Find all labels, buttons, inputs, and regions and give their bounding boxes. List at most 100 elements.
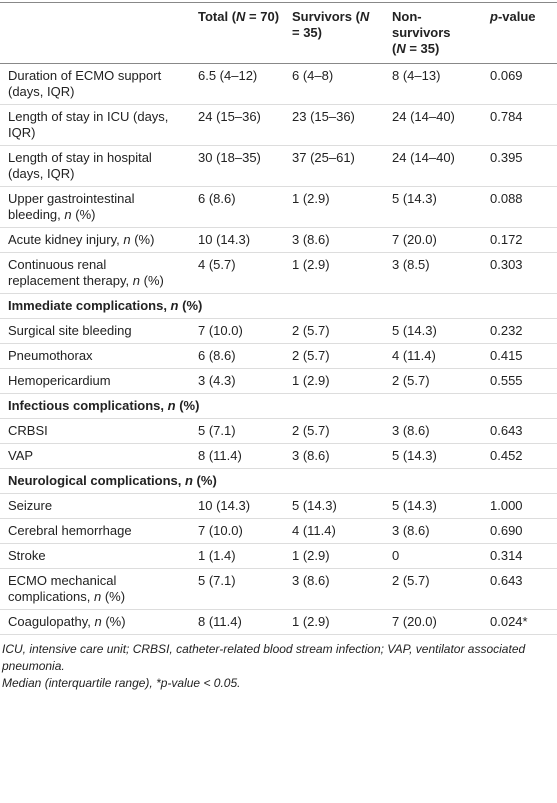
cell: 24 (14–40) [386, 145, 484, 187]
data-row: Coagulopathy, n (%) 8 (11.4) 1 (2.9) 7 (20.… [0, 609, 557, 635]
data-row: CRBSI 5 (7.1) 2 (5.7) 3 (8.6) 0.643 [0, 418, 557, 444]
header-row: Total (N = 70) Survivors (N = 35) Non-surv… [0, 2, 557, 64]
cell: 23 (15–36) [286, 104, 386, 146]
data-row: Duration of ECMO support (days, IQR) 6.5 … [0, 63, 557, 105]
cell: 1 (2.9) [286, 186, 386, 228]
data-row: Surgical site bleeding 7 (10.0) 2 (5.7) 5 (… [0, 318, 557, 344]
cell: 8 (11.4) [192, 609, 286, 635]
cell: 4 (11.4) [286, 518, 386, 544]
data-table: Total (N = 70) Survivors (N = 35) Non-surv… [0, 2, 557, 635]
section-row: Immediate complications, n (%) [0, 293, 557, 319]
data-row: Cerebral hemorrhage 7 (10.0) 4 (11.4) 3 (8.… [0, 518, 557, 544]
data-row: Seizure 10 (14.3) 5 (14.3) 5 (14.3) 1.000 [0, 493, 557, 519]
cell: 2 (5.7) [386, 568, 484, 610]
data-row: ECMO mechanical complications, n (%) 5 (7… [0, 568, 557, 610]
row-label: Hemopericardium [0, 368, 192, 394]
cell: 5 (14.3) [286, 493, 386, 519]
cell: 0.303 [484, 252, 557, 294]
cell: 0.069 [484, 63, 557, 105]
cell: 0.024* [484, 609, 557, 635]
cell: 6 (8.6) [192, 343, 286, 369]
cell: 3 (8.5) [386, 252, 484, 294]
cell: 0.555 [484, 368, 557, 394]
cell: 1.000 [484, 493, 557, 519]
cell: 6.5 (4–12) [192, 63, 286, 105]
cell: 0.395 [484, 145, 557, 187]
header-text: p-value [490, 9, 536, 24]
cell: 8 (11.4) [192, 443, 286, 469]
header-cell: p-value [484, 2, 557, 64]
cell: 10 (14.3) [192, 227, 286, 253]
data-row: VAP 8 (11.4) 3 (8.6) 5 (14.3) 0.452 [0, 443, 557, 469]
cell: 8 (4–13) [386, 63, 484, 105]
cell: 1 (2.9) [286, 543, 386, 569]
cell: 0.232 [484, 318, 557, 344]
cell: 1 (2.9) [286, 368, 386, 394]
cell: 2 (5.7) [286, 418, 386, 444]
row-label: Duration of ECMO support (days, IQR) [0, 63, 192, 105]
cell: 1 (1.4) [192, 543, 286, 569]
cell: 0 [386, 543, 484, 569]
section-label: Neurological complications, n (%) [0, 468, 557, 494]
header-text: Total (N = 70) [198, 9, 280, 24]
data-row: Pneumothorax 6 (8.6) 2 (5.7) 4 (11.4) 0.415 [0, 343, 557, 369]
header-cell: Survivors (N = 35) [286, 2, 386, 64]
cell: 4 (5.7) [192, 252, 286, 294]
row-label: VAP [0, 443, 192, 469]
cell: 30 (18–35) [192, 145, 286, 187]
cell: 6 (4–8) [286, 63, 386, 105]
row-label: Coagulopathy, n (%) [0, 609, 192, 635]
data-row: Hemopericardium 3 (4.3) 1 (2.9) 2 (5.7) 0.55… [0, 368, 557, 394]
cell: 0.643 [484, 418, 557, 444]
cell: 2 (5.7) [386, 368, 484, 394]
row-label: Length of stay in ICU (days, IQR) [0, 104, 192, 146]
cell: 0.690 [484, 518, 557, 544]
cell: 0.172 [484, 227, 557, 253]
cell: 5 (7.1) [192, 568, 286, 610]
data-row: Length of stay in ICU (days, IQR) 24 (15–… [0, 104, 557, 146]
cell: 0.088 [484, 186, 557, 228]
row-label: CRBSI [0, 418, 192, 444]
row-label: Cerebral hemorrhage [0, 518, 192, 544]
cell: 5 (14.3) [386, 443, 484, 469]
header-cell [0, 2, 192, 64]
data-row: Length of stay in hospital (days, IQR) 30… [0, 145, 557, 187]
row-label: Upper gastrointestinal bleeding, n (%) [0, 186, 192, 228]
cell: 3 (8.6) [386, 418, 484, 444]
footnote: Median (interquartile range), *p-value <… [2, 676, 241, 690]
footnote: ICU, intensive care unit; CRBSI, cathete… [2, 642, 526, 673]
cell: 3 (8.6) [286, 568, 386, 610]
cell: 1 (2.9) [286, 252, 386, 294]
cell: 5 (14.3) [386, 493, 484, 519]
cell: 5 (7.1) [192, 418, 286, 444]
data-row: Acute kidney injury, n (%) 10 (14.3) 3 (8.… [0, 227, 557, 253]
row-label: Continuous renal replacement therapy, n … [0, 252, 192, 294]
cell: 0.314 [484, 543, 557, 569]
section-label: Infectious complications, n (%) [0, 393, 557, 419]
cell: 6 (8.6) [192, 186, 286, 228]
cell: 2 (5.7) [286, 318, 386, 344]
cell: 24 (14–40) [386, 104, 484, 146]
row-label: Surgical site bleeding [0, 318, 192, 344]
row-label: Acute kidney injury, n (%) [0, 227, 192, 253]
row-label: Length of stay in hospital (days, IQR) [0, 145, 192, 187]
cell: 3 (8.6) [286, 443, 386, 469]
header-cell: Total (N = 70) [192, 2, 286, 64]
data-row: Upper gastrointestinal bleeding, n (%) 6 … [0, 186, 557, 228]
header-text: Survivors (N = 35) [292, 9, 370, 40]
cell: 10 (14.3) [192, 493, 286, 519]
cell: 0.784 [484, 104, 557, 146]
table-body: Duration of ECMO support (days, IQR) 6.5 … [0, 63, 557, 635]
row-label: Seizure [0, 493, 192, 519]
cell: 37 (25–61) [286, 145, 386, 187]
cell: 7 (10.0) [192, 518, 286, 544]
section-row: Neurological complications, n (%) [0, 468, 557, 494]
row-label: ECMO mechanical complications, n (%) [0, 568, 192, 610]
cell: 2 (5.7) [286, 343, 386, 369]
section-label: Immediate complications, n (%) [0, 293, 557, 319]
header-cell: Non-survivors (N = 35) [386, 2, 484, 64]
cell: 5 (14.3) [386, 186, 484, 228]
data-row: Continuous renal replacement therapy, n … [0, 252, 557, 294]
section-row: Infectious complications, n (%) [0, 393, 557, 419]
row-label: Pneumothorax [0, 343, 192, 369]
